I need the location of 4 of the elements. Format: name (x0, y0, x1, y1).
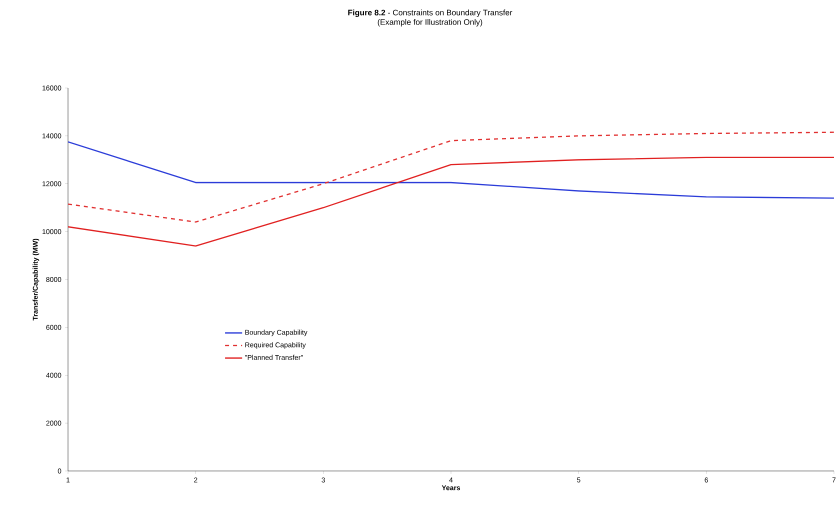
line-series (68, 132, 834, 223)
line-series (68, 156, 834, 247)
chart-title: Figure 8.2 - Constraints on Boundary Transfer (348, 10, 512, 18)
chart-subtitle: (Example for Illustration Only) (378, 19, 482, 26)
